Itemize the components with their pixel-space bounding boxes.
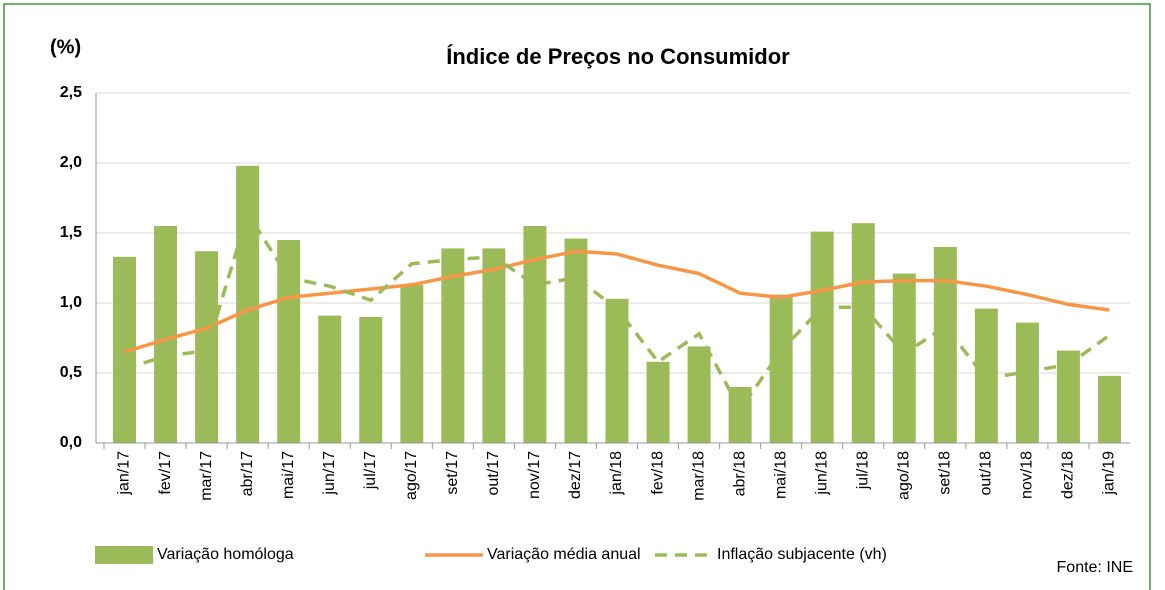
y-tick-label: 1,0 (60, 294, 82, 311)
x-tick-label: ago/18 (895, 451, 912, 500)
bar (154, 226, 178, 443)
x-tick-label: jul/17 (362, 451, 379, 490)
x-tick-label: dez/17 (567, 451, 584, 499)
bar (1015, 322, 1039, 443)
bar (400, 284, 424, 443)
bar (236, 165, 260, 444)
y-tick-label: 2,5 (60, 84, 82, 101)
bar (769, 294, 793, 443)
x-tick-label: mai/17 (280, 451, 297, 499)
bar (851, 223, 875, 443)
source: Fonte: INE (1057, 559, 1133, 576)
legend-swatch (95, 546, 153, 564)
x-tick-label: mai/18 (772, 451, 789, 499)
line (124, 249, 1110, 354)
legend-label: Variação média anual (487, 546, 641, 563)
x-tick-label: out/17 (485, 451, 502, 496)
y-tick-label: 2,0 (60, 154, 82, 171)
x-tick-label: dez/18 (1060, 451, 1077, 499)
y-tick-label: 0,5 (60, 364, 82, 381)
x-tick-label: out/18 (978, 451, 995, 496)
x-tick-label: nov/18 (1019, 451, 1036, 499)
x-tick-label: mar/18 (690, 451, 707, 501)
x-tick-label: set/17 (444, 451, 461, 495)
bar (359, 317, 383, 443)
x-tick-label: abr/18 (731, 451, 748, 496)
y-tick-label: 1,5 (60, 224, 82, 241)
y-axis-label: (%) (50, 36, 81, 58)
bar (933, 247, 957, 443)
x-tick-label: fev/17 (157, 451, 174, 495)
bar (974, 308, 998, 443)
bar (277, 240, 301, 443)
x-tick-label: jun/18 (813, 451, 830, 496)
bar (113, 256, 137, 443)
bar (441, 248, 465, 443)
bar (318, 315, 342, 443)
x-tick-label: jun/17 (321, 451, 338, 496)
chart-title: Índice de Preços no Consumidor (446, 44, 790, 69)
x-tick-label: jan/17 (116, 451, 133, 496)
legend-label: Variação homóloga (157, 546, 294, 563)
bar (810, 231, 834, 443)
dashed-line (124, 209, 1111, 413)
x-tick-label: fev/18 (649, 451, 666, 495)
bar (892, 273, 916, 443)
x-tick-label: mar/17 (198, 451, 215, 501)
frame (3, 3, 1151, 590)
bar (687, 346, 711, 443)
x-tick-label: jul/18 (854, 451, 871, 490)
bar (646, 361, 670, 443)
y-tick-label: 0,0 (60, 434, 82, 451)
x-tick-label: jan/19 (1101, 451, 1118, 496)
x-tick-label: nov/17 (526, 451, 543, 499)
x-tick-label: ago/17 (403, 451, 420, 500)
x-tick-label: jan/18 (608, 451, 625, 496)
x-tick-label: set/18 (937, 451, 954, 495)
bar (482, 248, 506, 443)
bar (1056, 350, 1080, 443)
bar (605, 298, 629, 443)
legend-label: Inflação subjacente (vh) (717, 546, 887, 563)
bar (1097, 375, 1121, 443)
bar (564, 238, 588, 443)
x-tick-label: abr/17 (239, 451, 256, 496)
